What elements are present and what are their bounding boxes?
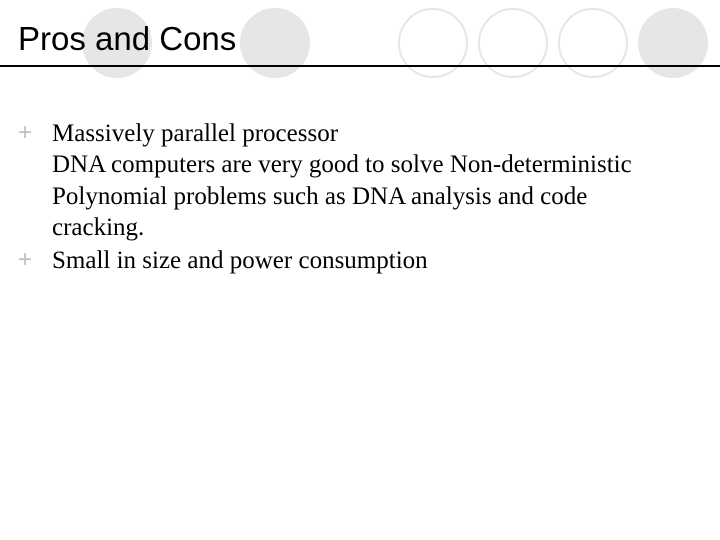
plus-icon: + (18, 245, 52, 275)
list-item: +Massively parallel processorDNA compute… (18, 118, 678, 243)
decor-circle (558, 8, 628, 78)
decor-circle (478, 8, 548, 78)
list-item: +Small in size and power consumption (18, 245, 678, 276)
decor-circle (240, 8, 310, 78)
list-item-text: Small in size and power consumption (52, 245, 428, 276)
title-underline (0, 65, 720, 67)
bullet-list: +Massively parallel processorDNA compute… (18, 118, 678, 278)
list-item-text: Massively parallel processorDNA computer… (52, 118, 678, 243)
slide-title: Pros and Cons (18, 20, 236, 58)
decor-circle (638, 8, 708, 78)
decor-circle (398, 8, 468, 78)
plus-icon: + (18, 118, 52, 148)
